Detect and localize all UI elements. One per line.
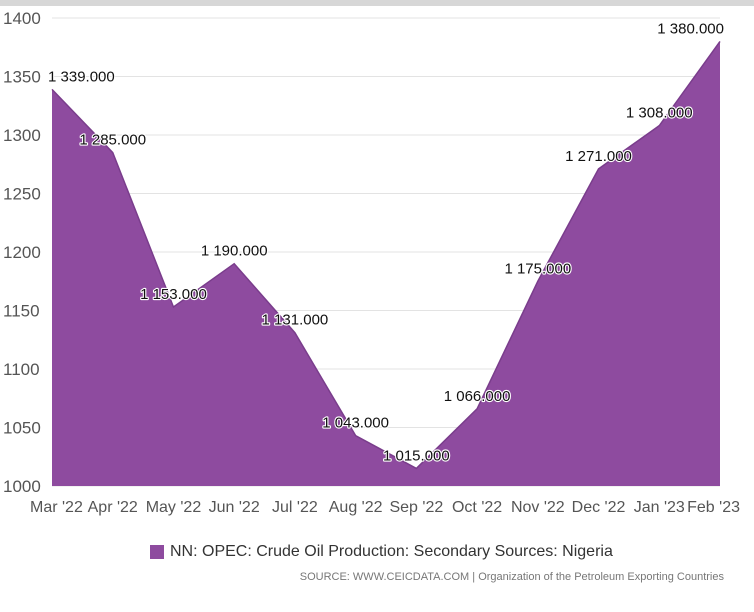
data-label: 1 153.000	[140, 286, 207, 303]
x-tick-label: Apr '22	[88, 499, 138, 516]
legend-label: NN: OPEC: Crude Oil Production: Secondar…	[170, 543, 613, 560]
x-tick-label: Nov '22	[511, 499, 565, 516]
x-tick-label: Mar '22	[30, 499, 83, 516]
legend-swatch	[150, 545, 164, 559]
data-label: 1 043.000	[322, 415, 389, 432]
x-tick-label: Jan '23	[634, 499, 685, 516]
x-tick-label: Jul '22	[272, 499, 318, 516]
data-label: 1 190.000	[201, 243, 268, 260]
y-tick-label: 1150	[3, 302, 40, 321]
x-tick-label: Feb '23	[687, 499, 740, 516]
x-tick-label: May '22	[146, 499, 202, 516]
y-tick-label: 1350	[3, 68, 41, 87]
series-area	[52, 41, 720, 487]
y-tick-label: 1200	[3, 243, 41, 262]
data-label: 1 015.000	[383, 447, 450, 464]
data-label: 1 308.000	[626, 105, 693, 122]
series-line	[51, 40, 721, 470]
top-band	[0, 0, 754, 6]
x-tick-label: Sep '22	[389, 499, 443, 516]
data-label: 1 380.000	[657, 20, 724, 37]
x-tick-label: Oct '22	[452, 499, 502, 516]
area-layer	[51, 40, 721, 487]
y-axis-ticks: 1000 1050 1100 1150 1200 1250 1300 1350 1400	[3, 9, 41, 496]
data-label: 1 285.000	[79, 132, 146, 149]
source-note: SOURCE: WWW.CEICDATA.COM | Organization …	[299, 571, 724, 583]
y-tick-label: 1400	[3, 9, 41, 28]
y-tick-label: 1250	[3, 185, 41, 204]
x-tick-label: Dec '22	[572, 499, 626, 516]
data-label: 1 339.000	[48, 68, 115, 85]
data-label: 1 175.000	[504, 260, 571, 277]
x-tick-label: Aug '22	[329, 499, 383, 516]
x-axis-ticks: Mar '22 Apr '22 May '22 Jun '22 Jul '22 Aug '…	[30, 499, 740, 516]
data-label: 1 131.000	[262, 312, 329, 329]
data-labels: 1 339.000 1 285.000 1 153.000 1 190.000 1 13…	[47, 19, 725, 465]
x-tick-label: Jun '22	[209, 499, 260, 516]
y-tick-label: 1000	[3, 477, 41, 496]
legend[interactable]: NN: OPEC: Crude Oil Production: Secondar…	[150, 543, 613, 561]
y-tick-label: 1100	[3, 360, 40, 379]
data-label: 1 271.000	[565, 148, 632, 165]
y-tick-label: 1300	[3, 126, 41, 145]
data-label: 1 066.000	[444, 388, 511, 405]
y-tick-label: 1050	[3, 419, 41, 438]
area-chart: 1000 1050 1100 1150 1200 1250 1300 1350 1400 Mar…	[3, 9, 740, 516]
